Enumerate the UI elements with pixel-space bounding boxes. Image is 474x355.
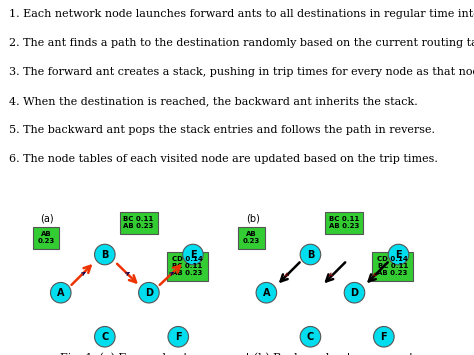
Text: 3. The forward ant creates a stack, pushing in trip times for every node as that: 3. The forward ant creates a stack, push… [9,67,474,77]
Circle shape [374,327,394,347]
Text: 1. Each network node launches forward ants to all destinations in regular time i: 1. Each network node launches forward an… [9,9,474,19]
Text: D: D [145,288,153,298]
Circle shape [300,327,321,347]
Text: AB
0.23: AB 0.23 [243,231,260,244]
Text: CD 0.14
BC 0.11
AB 0.23: CD 0.14 BC 0.11 AB 0.23 [172,256,202,276]
FancyBboxPatch shape [325,212,363,234]
FancyBboxPatch shape [372,252,413,281]
Text: A: A [57,288,64,298]
Circle shape [168,327,189,347]
Text: 6. The node tables of each visited node are updated based on the trip times.: 6. The node tables of each visited node … [9,154,438,164]
FancyBboxPatch shape [238,226,265,248]
Text: BC 0.11
AB 0.23: BC 0.11 AB 0.23 [123,217,154,229]
Text: B: B [307,250,314,260]
Text: 5. The backward ant pops the stack entries and follows the path in reverse.: 5. The backward ant pops the stack entri… [9,125,436,135]
Text: 2. The ant finds a path to the destination randomly based on the current routing: 2. The ant finds a path to the destinati… [9,38,474,48]
Text: BC 0.11
AB 0.23: BC 0.11 AB 0.23 [329,217,359,229]
Circle shape [388,244,409,265]
Circle shape [94,244,115,265]
Text: B: B [101,250,109,260]
Text: CD 0.14
BC 0.11
AB 0.23: CD 0.14 BC 0.11 AB 0.23 [377,256,408,276]
Circle shape [182,244,203,265]
Circle shape [51,283,71,303]
Text: C: C [101,332,109,342]
Text: (a): (a) [40,213,54,223]
FancyBboxPatch shape [119,212,158,234]
Text: Fig. 1. (a) Forward ant movement (b) Backward ant movement: Fig. 1. (a) Forward ant movement (b) Bac… [60,353,414,355]
Text: A: A [263,288,270,298]
Text: E: E [190,250,196,260]
Circle shape [94,327,115,347]
Text: 4. When the destination is reached, the backward ant inherits the stack.: 4. When the destination is reached, the … [9,96,418,106]
Circle shape [138,283,159,303]
Circle shape [256,283,277,303]
Text: (b): (b) [246,213,260,223]
Text: E: E [395,250,402,260]
FancyBboxPatch shape [166,252,208,281]
Text: C: C [307,332,314,342]
Text: F: F [381,332,387,342]
Text: F: F [175,332,182,342]
Text: D: D [350,288,358,298]
Circle shape [344,283,365,303]
Circle shape [300,244,321,265]
FancyBboxPatch shape [33,226,59,248]
Text: AB
0.23: AB 0.23 [37,231,55,244]
